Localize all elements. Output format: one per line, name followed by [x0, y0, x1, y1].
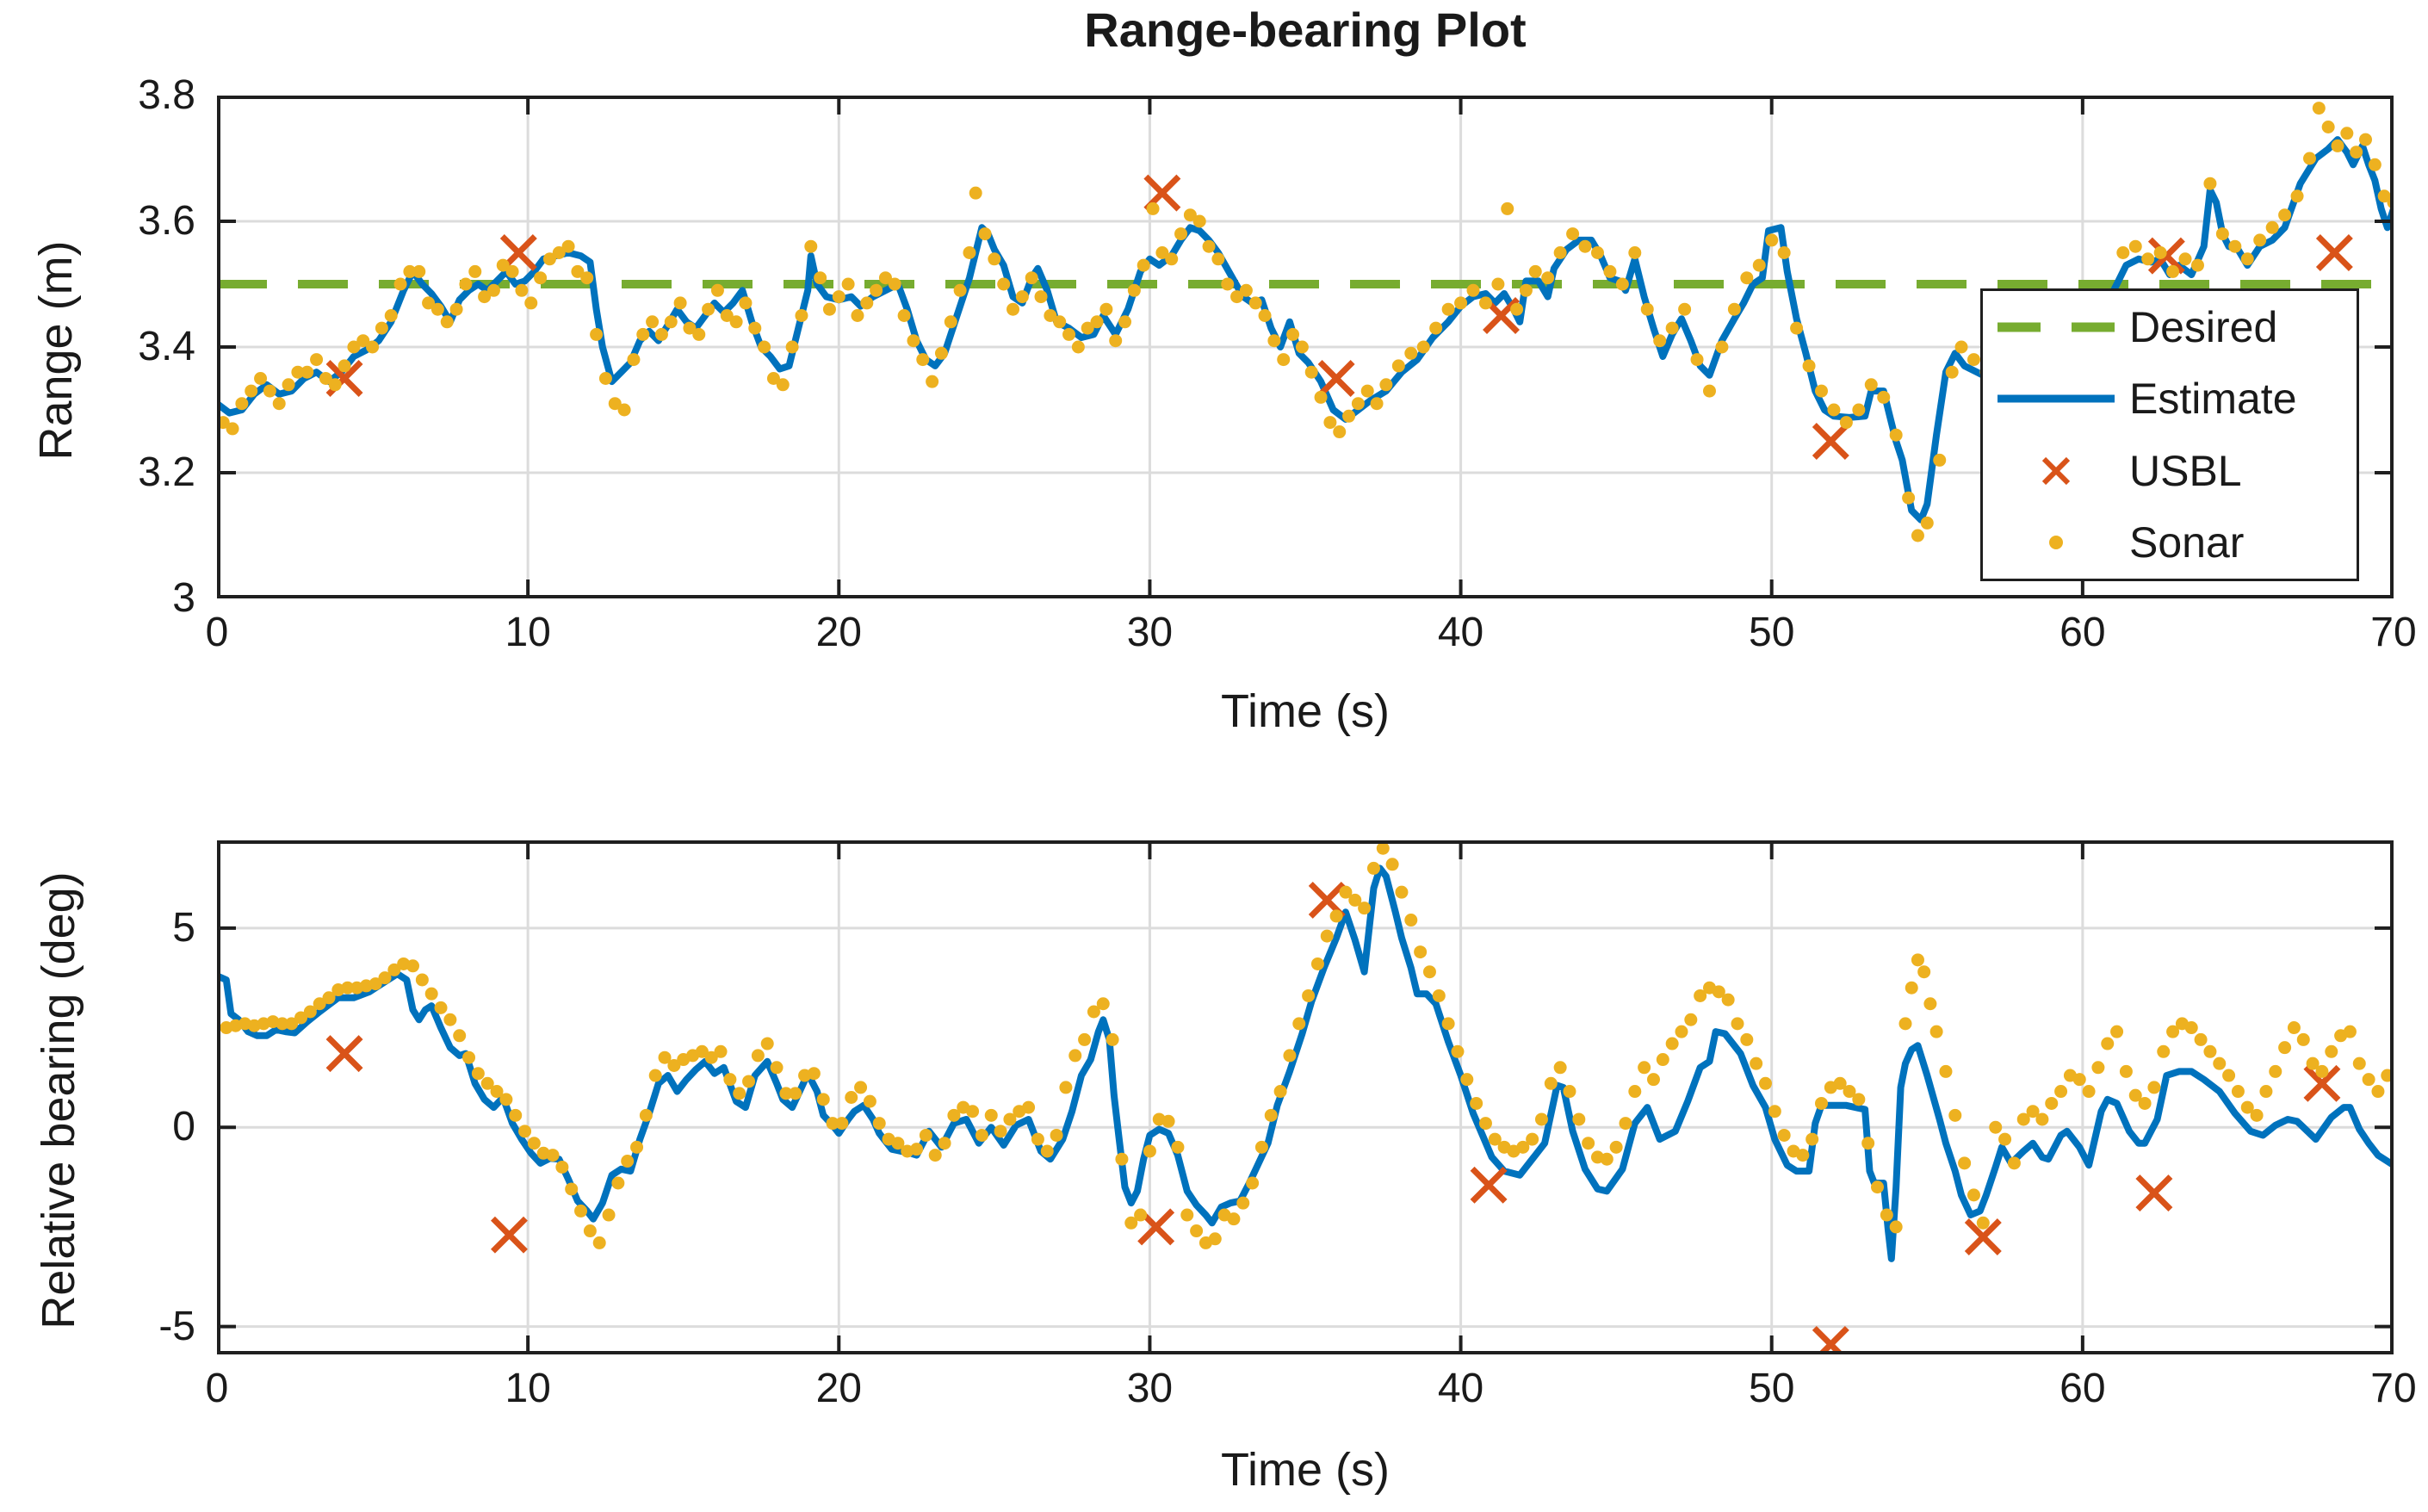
x-tick-label: 0 [205, 610, 229, 655]
range-plot-canvas [217, 96, 2394, 598]
legend-label: Desired [2129, 302, 2278, 351]
y-tick-label: -5 [158, 1303, 195, 1349]
desired-line-icon [1983, 321, 2129, 333]
x-tick-label: 10 [505, 1366, 551, 1411]
y-tick-label: 3.4 [138, 324, 195, 369]
chart-title: Range-bearing Plot [1084, 3, 1527, 57]
x-tick-label: 30 [1126, 610, 1174, 655]
x-tick-label: 20 [815, 1366, 862, 1411]
x-tick-label: 60 [2059, 610, 2106, 655]
x-tick-label: 70 [2370, 610, 2417, 655]
y-tick-label: 3.6 [138, 198, 195, 244]
x-tick-label: 30 [1126, 1366, 1174, 1411]
x-tick-label: 20 [815, 610, 862, 655]
x-tick-label: 50 [1749, 1366, 1795, 1411]
x-tick-label: 70 [2370, 1366, 2417, 1411]
range-x-axis-label: Time (s) [1221, 685, 1390, 737]
y-tick-label: 3 [172, 575, 195, 621]
x-tick-label: 0 [205, 1366, 229, 1411]
legend: Desired Estimate USBL Sonar [1980, 288, 2359, 581]
x-tick-label: 40 [1437, 610, 1484, 655]
y-tick-label: 0 [172, 1104, 195, 1150]
estimate-line-icon [1983, 393, 2129, 405]
y-tick-label: 3.2 [138, 449, 195, 495]
legend-label: Estimate [2129, 375, 2297, 424]
x-tick-label: 50 [1749, 610, 1795, 655]
sonar-dot-icon [1983, 532, 2129, 553]
bearing-plot-canvas [217, 840, 2394, 1354]
legend-item-sonar: Sonar [1983, 507, 2357, 579]
legend-label: Sonar [2129, 518, 2245, 567]
legend-item-estimate: Estimate [1983, 363, 2357, 436]
legend-label: USBL [2129, 446, 2242, 495]
usbl-cross-icon [1983, 452, 2129, 490]
y-tick-label: 5 [172, 904, 195, 951]
y-tick-label: 3.8 [138, 72, 195, 118]
legend-item-usbl: USBL [1983, 435, 2357, 507]
bearing-x-axis-label: Time (s) [1221, 1444, 1390, 1496]
x-tick-label: 40 [1437, 1366, 1484, 1411]
x-tick-label: 10 [505, 610, 551, 655]
legend-item-desired: Desired [1983, 291, 2357, 363]
x-tick-label: 60 [2059, 1366, 2106, 1411]
